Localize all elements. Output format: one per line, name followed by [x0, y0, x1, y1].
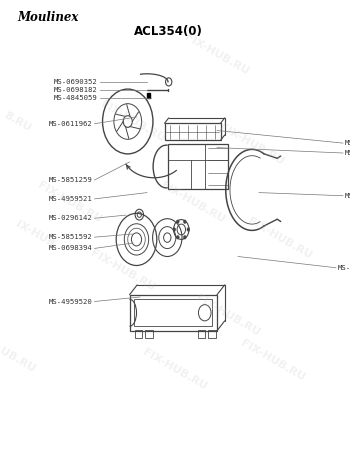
- Text: MS-0698409: MS-0698409: [345, 140, 350, 146]
- Text: UB.RU: UB.RU: [0, 346, 37, 374]
- Text: MS-4845059: MS-4845059: [54, 94, 98, 101]
- Circle shape: [183, 235, 186, 239]
- Text: MS-0296142: MS-0296142: [49, 215, 93, 221]
- Circle shape: [183, 220, 186, 224]
- Bar: [130, 295, 217, 331]
- Text: FIX-HUB.RU: FIX-HUB.RU: [183, 32, 251, 76]
- Bar: [208, 330, 216, 338]
- Text: FIX-HUB.RU: FIX-HUB.RU: [218, 122, 286, 166]
- Text: MS-4959520: MS-4959520: [49, 298, 93, 305]
- Bar: [198, 330, 205, 338]
- Text: MS-0698411: MS-0698411: [345, 150, 350, 156]
- Circle shape: [176, 220, 179, 224]
- Bar: [135, 330, 142, 338]
- Text: MS-0696705: MS-0696705: [345, 193, 350, 199]
- Bar: [134, 299, 212, 326]
- Text: MS-4959521: MS-4959521: [49, 196, 93, 202]
- Circle shape: [176, 235, 179, 239]
- Text: FIX-HUB.RU: FIX-HUB.RU: [141, 346, 209, 392]
- Text: ACL354(0): ACL354(0): [134, 25, 202, 38]
- Text: MS-0611962: MS-0611962: [49, 121, 93, 127]
- Text: FIX-HUB.RU: FIX-HUB.RU: [239, 338, 307, 382]
- Text: FIX-HUB.RU: FIX-HUB.RU: [194, 292, 261, 338]
- Text: IX-HUB: IX-HUB: [14, 219, 56, 249]
- Text: FIX-HUB.RU: FIX-HUB.RU: [89, 248, 156, 292]
- Text: MS-0698393: MS-0698393: [338, 265, 350, 271]
- Text: MS-0698394: MS-0698394: [49, 245, 93, 252]
- Bar: [147, 93, 150, 98]
- Circle shape: [187, 228, 190, 231]
- Text: FIX-HUB.RU: FIX-HUB.RU: [159, 180, 226, 225]
- Bar: [164, 123, 220, 140]
- Text: MS-5851592: MS-5851592: [49, 234, 93, 240]
- Text: MS-5851259: MS-5851259: [49, 177, 93, 183]
- Circle shape: [173, 228, 176, 231]
- Text: MS-0698182: MS-0698182: [54, 87, 98, 93]
- Text: Moulinex: Moulinex: [18, 11, 79, 24]
- Bar: [145, 330, 153, 338]
- Text: FIX-HUB.RU: FIX-HUB.RU: [246, 216, 314, 261]
- Text: FIX-HUB.RU: FIX-HUB.RU: [99, 99, 167, 144]
- Text: FIX-HUB.RU: FIX-HUB.RU: [36, 180, 104, 225]
- Text: MS-0690352: MS-0690352: [54, 79, 98, 86]
- Text: 8.RU: 8.RU: [2, 110, 33, 133]
